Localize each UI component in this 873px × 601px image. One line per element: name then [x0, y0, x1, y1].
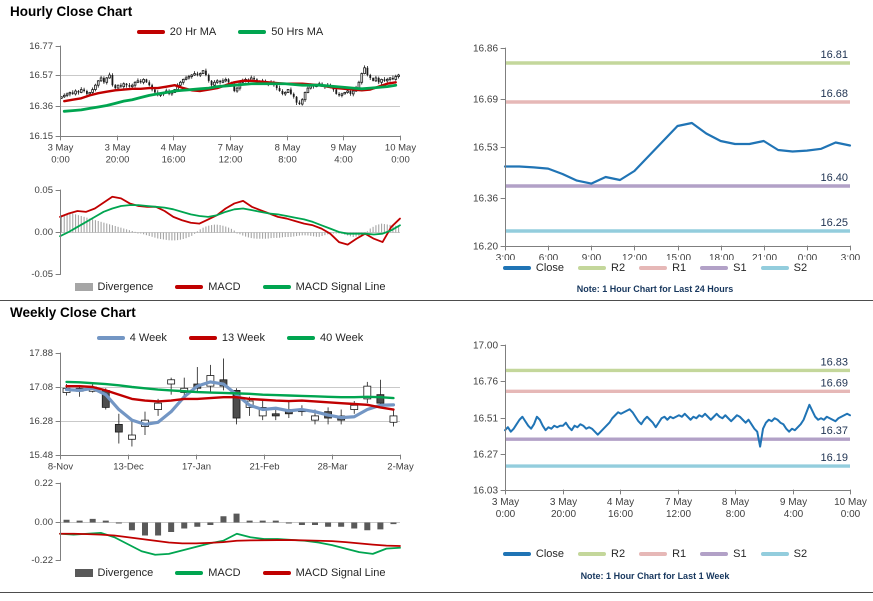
- hourly-pivot-note: Note: 1 Hour Chart for Last 24 Hours: [576, 284, 734, 294]
- hourly-section-title: Hourly Close Chart: [10, 4, 133, 19]
- 40-week-swatch-icon: [287, 336, 316, 340]
- r2-swatch-icon: [578, 266, 607, 270]
- macd-swatch-icon: [175, 285, 204, 289]
- legend-item-r1: R1: [639, 548, 686, 560]
- hourly-pivot-legend: Close R2 R1 S1 S2: [440, 262, 870, 274]
- legend-label: Divergence: [97, 567, 154, 579]
- weekly-section-title: Weekly Close Chart: [10, 305, 136, 320]
- legend-label: MACD Signal Line: [295, 281, 386, 293]
- hourly-pivot-chart: [430, 38, 870, 260]
- legend-label: MACD: [208, 567, 241, 579]
- legend-item-macd-signal-line: MACD Signal Line: [262, 281, 386, 293]
- macd-signal-line-swatch-icon: [262, 571, 291, 575]
- legend-item-macd: MACD: [175, 567, 241, 579]
- legend-item-40-week: 40 Week: [287, 332, 363, 344]
- s1-swatch-icon: [700, 552, 729, 556]
- weekly-macd-legend: Divergence MACD MACD Signal Line: [60, 567, 400, 579]
- legend-item-divergence: Divergence: [74, 281, 154, 293]
- divergence-swatch-icon: [74, 569, 93, 577]
- divergence-swatch-icon: [74, 283, 93, 291]
- legend-label: Divergence: [97, 281, 154, 293]
- legend-item-macd-signal-line: MACD Signal Line: [262, 567, 386, 579]
- legend-item-s2: S2: [760, 262, 808, 274]
- legend-label: R1: [672, 548, 687, 560]
- hourly-ma-legend: 20 Hr MA 50 Hrs MA: [60, 26, 400, 38]
- macd-swatch-icon: [175, 571, 204, 575]
- s2-swatch-icon: [760, 266, 789, 270]
- legend-label: S2: [793, 548, 808, 560]
- weekly-macd-chart: [10, 474, 420, 566]
- legend-label: R2: [611, 548, 626, 560]
- weekly-ma-legend: 4 Week 13 Week 40 Week: [60, 332, 400, 344]
- weekly-pivot-legend: Close R2 R1 S1 S2: [440, 548, 870, 560]
- legend-item-divergence: Divergence: [74, 567, 154, 579]
- weekly-pivot-chart: [430, 335, 870, 545]
- r1-swatch-icon: [639, 552, 668, 556]
- legend-label: 4 Week: [129, 332, 167, 344]
- legend-item-s2: S2: [760, 548, 808, 560]
- s1-swatch-icon: [700, 266, 729, 270]
- legend-item-r2: R2: [578, 548, 625, 560]
- legend-item-close: Close: [502, 548, 565, 560]
- r1-swatch-icon: [639, 266, 668, 270]
- hourly-price-chart: [10, 40, 420, 180]
- 50-hrs-ma-swatch-icon: [238, 30, 267, 34]
- close-swatch-icon: [502, 266, 531, 270]
- 4-week-swatch-icon: [96, 335, 125, 341]
- legend-label: S1: [733, 262, 747, 274]
- legend-item-s1: S1: [700, 262, 747, 274]
- legend-label: MACD Signal Line: [295, 567, 386, 579]
- legend-label: Close: [535, 548, 565, 560]
- macd-signal-line-swatch-icon: [262, 285, 291, 289]
- legend-item-r2: R2: [578, 262, 625, 274]
- legend-label: S1: [733, 548, 747, 560]
- legend-label: 50 Hrs MA: [271, 26, 324, 38]
- legend-label: R2: [611, 262, 626, 274]
- hourly-macd-chart: [10, 182, 420, 278]
- section-separator: [0, 300, 873, 301]
- weekly-price-chart: [10, 344, 420, 472]
- legend-item-50-hrs-ma: 50 Hrs MA: [238, 26, 323, 38]
- legend-label: R1: [672, 262, 687, 274]
- legend-label: 13 Week: [221, 332, 266, 344]
- weekly-pivot-note: Note: 1 Hour Chart for Last 1 Week: [580, 571, 730, 581]
- legend-label: Close: [535, 262, 565, 274]
- legend-item-close: Close: [502, 262, 565, 274]
- legend-label: 20 Hr MA: [169, 26, 217, 38]
- legend-item-macd: MACD: [175, 281, 241, 293]
- legend-label: 40 Week: [320, 332, 364, 344]
- legend-item-s1: S1: [700, 548, 747, 560]
- r2-swatch-icon: [578, 552, 607, 556]
- 20-hr-ma-swatch-icon: [136, 30, 165, 34]
- legend-label: MACD: [208, 281, 241, 293]
- 13-week-swatch-icon: [188, 336, 217, 340]
- legend-item-20-hr-ma: 20 Hr MA: [136, 26, 217, 38]
- close-swatch-icon: [502, 552, 531, 556]
- legend-item-4-week: 4 Week: [96, 332, 167, 344]
- legend-item-13-week: 13 Week: [188, 332, 266, 344]
- s2-swatch-icon: [760, 552, 789, 556]
- legend-item-r1: R1: [639, 262, 686, 274]
- hourly-macd-legend: Divergence MACD MACD Signal Line: [60, 281, 400, 293]
- legend-label: S2: [793, 262, 808, 274]
- bottom-separator: [0, 592, 873, 593]
